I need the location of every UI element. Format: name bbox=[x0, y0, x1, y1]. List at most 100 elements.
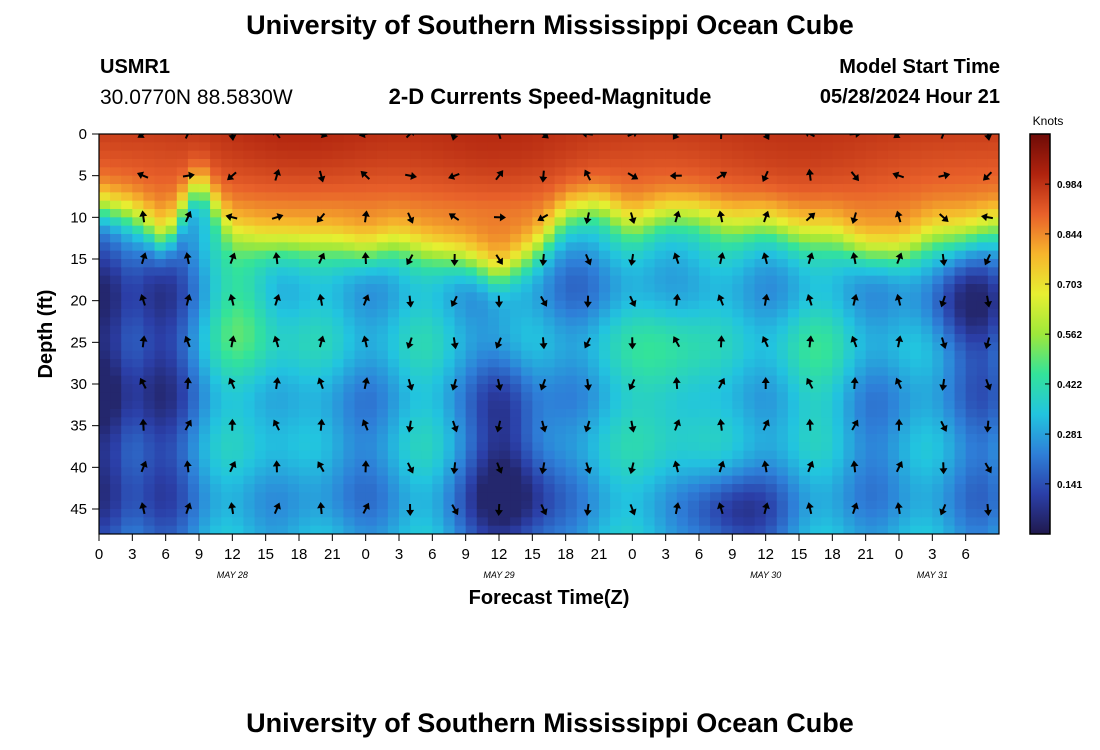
current-arrow bbox=[806, 168, 814, 181]
heatmap-cell bbox=[265, 275, 278, 285]
heatmap-cell bbox=[165, 225, 178, 235]
heatmap-cell bbox=[987, 475, 999, 485]
heatmap-cell bbox=[399, 342, 411, 352]
heatmap-cell bbox=[421, 184, 433, 193]
heatmap-cell bbox=[510, 325, 522, 335]
heatmap-cell bbox=[876, 167, 889, 177]
heatmap-cell bbox=[510, 192, 522, 202]
heatmap-cell bbox=[487, 484, 500, 493]
heatmap-cell bbox=[310, 375, 322, 385]
current-arrow bbox=[717, 335, 726, 348]
heatmap-cell bbox=[554, 417, 567, 427]
heatmap-cell bbox=[943, 184, 956, 193]
current-arrow bbox=[984, 295, 993, 308]
heatmap-cell bbox=[787, 275, 800, 285]
heatmap-cell bbox=[954, 342, 967, 352]
heatmap-cell bbox=[721, 292, 733, 302]
heatmap-cell bbox=[643, 484, 656, 493]
heatmap-cell bbox=[243, 142, 256, 152]
heatmap-cell bbox=[699, 267, 711, 277]
heatmap-cell bbox=[510, 409, 522, 418]
heatmap-cell bbox=[599, 309, 611, 318]
heatmap-cell bbox=[187, 217, 200, 227]
heatmap-cell bbox=[643, 475, 656, 485]
heatmap-cell bbox=[876, 459, 889, 468]
heatmap-cell bbox=[143, 509, 156, 518]
heatmap-cell bbox=[243, 175, 256, 185]
x-tick-label: 6 bbox=[428, 546, 436, 563]
heatmap-cell bbox=[654, 217, 667, 227]
heatmap-cell bbox=[721, 517, 733, 527]
heatmap-cell bbox=[354, 217, 367, 227]
heatmap-cell bbox=[321, 184, 333, 193]
heatmap-cell bbox=[810, 467, 822, 477]
heatmap-cell bbox=[987, 342, 999, 352]
heatmap-cell bbox=[287, 200, 300, 210]
heatmap-cell bbox=[199, 384, 211, 393]
heatmap-cell bbox=[387, 425, 400, 435]
heatmap-cell bbox=[865, 192, 878, 202]
heatmap-cell bbox=[432, 400, 445, 410]
heatmap-cell bbox=[632, 384, 645, 393]
heatmap-cell bbox=[499, 200, 511, 210]
heatmap-cell bbox=[743, 434, 756, 443]
heatmap-cell bbox=[176, 300, 189, 310]
heatmap-cell bbox=[799, 434, 811, 443]
heatmap-cell bbox=[387, 342, 400, 352]
heatmap-cell bbox=[699, 409, 711, 418]
heatmap-cell bbox=[899, 367, 911, 377]
heatmap-cell bbox=[399, 150, 411, 160]
heatmap-cell bbox=[810, 425, 822, 435]
heatmap-cell bbox=[765, 442, 778, 452]
heatmap-cell bbox=[610, 159, 622, 168]
heatmap-cell bbox=[176, 334, 189, 343]
current-speed-chart: 0 3 6 9 12 15 18 21 0 3 6 9 12 15 18 21 0 3 6 9 12 15 18 21 0 3 6M… bbox=[35, 114, 1082, 609]
heatmap-cell bbox=[721, 325, 733, 335]
heatmap-cell bbox=[221, 184, 233, 193]
heatmap-cell bbox=[187, 250, 200, 260]
heatmap-cell bbox=[499, 409, 511, 418]
heatmap-cell bbox=[921, 492, 933, 502]
heatmap-cell bbox=[132, 409, 145, 418]
heatmap-cell bbox=[932, 292, 945, 302]
heatmap-cell bbox=[665, 217, 678, 227]
heatmap-cell bbox=[199, 134, 211, 143]
heatmap-cell bbox=[910, 317, 922, 327]
heatmap-cell bbox=[576, 367, 589, 377]
heatmap-cell bbox=[821, 209, 833, 218]
heatmap-cell bbox=[943, 275, 956, 285]
current-arrow bbox=[806, 460, 815, 473]
current-arrow bbox=[228, 502, 237, 515]
heatmap-cell bbox=[299, 375, 311, 385]
heatmap-cell bbox=[943, 459, 956, 468]
heatmap-cell bbox=[554, 209, 567, 218]
heatmap-cell bbox=[865, 459, 878, 468]
heatmap-cell bbox=[543, 167, 556, 177]
heatmap-cell bbox=[576, 350, 589, 360]
heatmap-cell bbox=[343, 167, 356, 177]
heatmap-cell bbox=[854, 425, 867, 435]
heatmap-cell bbox=[943, 409, 956, 418]
heatmap-cell bbox=[354, 350, 367, 360]
heatmap-cell bbox=[210, 209, 222, 218]
heatmap-cell bbox=[432, 134, 445, 143]
heatmap-cell bbox=[721, 392, 733, 402]
heatmap-cell bbox=[865, 517, 878, 527]
heatmap-cell bbox=[565, 275, 578, 285]
heatmap-cell bbox=[210, 359, 222, 368]
heatmap-cell bbox=[310, 267, 322, 277]
current-arrow bbox=[982, 171, 993, 181]
heatmap-cell bbox=[143, 525, 156, 534]
heatmap-cell bbox=[899, 242, 911, 252]
heatmap-cell bbox=[787, 217, 800, 227]
heatmap-cell bbox=[654, 200, 667, 210]
heatmap-cell bbox=[643, 334, 656, 343]
heatmap-cell bbox=[154, 317, 167, 327]
heatmap-cell bbox=[987, 209, 999, 218]
heatmap-cell bbox=[376, 484, 389, 493]
heatmap-cell bbox=[254, 350, 267, 360]
heatmap-cell bbox=[443, 192, 456, 202]
heatmap-cell bbox=[110, 500, 122, 510]
heatmap-cell bbox=[743, 467, 756, 477]
heatmap-cell bbox=[343, 367, 356, 377]
